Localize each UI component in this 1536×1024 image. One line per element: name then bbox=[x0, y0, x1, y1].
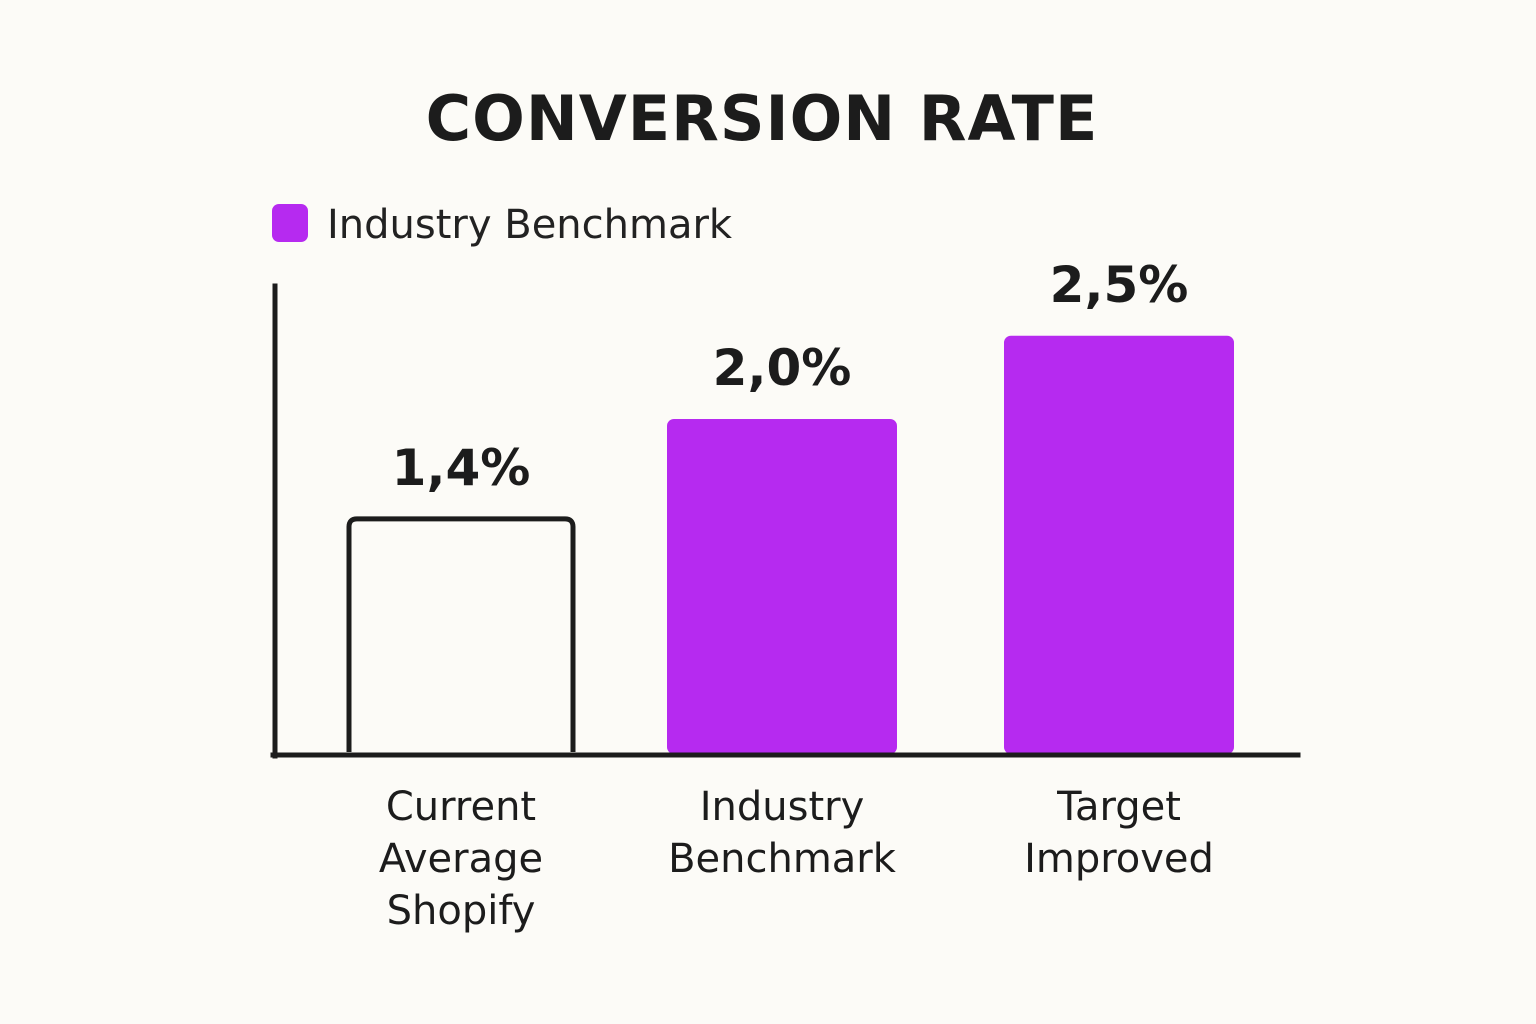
bar-1 bbox=[346, 516, 576, 752]
category-label-line: Current bbox=[386, 784, 536, 830]
category-label-line: Improved bbox=[1024, 836, 1214, 882]
category-label-1: Current Average Shopify bbox=[379, 784, 543, 934]
chart-title: CONVERSION RATE bbox=[426, 82, 1099, 155]
category-label-line: Target bbox=[1056, 784, 1181, 830]
legend-label: Industry Benchmark bbox=[327, 202, 733, 248]
value-labels-group: 1,4% 2,0% 2,5% bbox=[392, 256, 1189, 497]
value-label-1: 1,4% bbox=[392, 439, 531, 497]
value-label-2: 2,0% bbox=[713, 339, 852, 397]
category-label-line: Shopify bbox=[387, 888, 536, 934]
value-label-3: 2,5% bbox=[1050, 256, 1189, 314]
category-label-line: Industry bbox=[700, 784, 865, 830]
category-label-line: Average bbox=[379, 836, 543, 882]
legend-swatch bbox=[272, 204, 308, 242]
bar-2 bbox=[667, 419, 897, 754]
category-labels-group: Current Average Shopify Industry Benchmark Ta… bbox=[379, 784, 1214, 934]
category-label-2: Industry Benchmark bbox=[668, 784, 897, 882]
legend: Industry Benchmark bbox=[272, 202, 733, 248]
category-label-3: Target Improved bbox=[1024, 784, 1214, 882]
category-label-line: Benchmark bbox=[668, 836, 897, 882]
bars-group bbox=[346, 335, 1234, 754]
bar-3 bbox=[1004, 335, 1234, 754]
